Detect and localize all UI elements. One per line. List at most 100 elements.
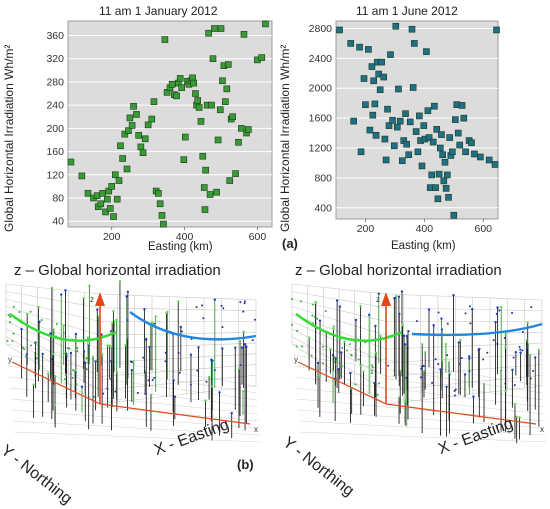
data-point — [401, 323, 404, 327]
y-axis-letter: y — [8, 355, 12, 364]
wall-grid — [99, 293, 257, 301]
data-point — [133, 111, 140, 118]
data-point — [336, 26, 343, 34]
data-point — [154, 315, 157, 318]
data-point — [112, 309, 115, 313]
wall-point — [486, 351, 489, 354]
data-point — [421, 343, 424, 346]
data-point — [397, 295, 401, 298]
data-point — [420, 365, 424, 368]
y-tick-label: 2000 — [309, 83, 333, 95]
data-point — [412, 128, 420, 135]
wall-point — [75, 383, 78, 386]
wall-point — [71, 376, 74, 379]
data-point — [406, 118, 414, 126]
wall-point — [420, 367, 423, 370]
wall-point — [519, 348, 522, 351]
wall-point — [25, 355, 28, 358]
y-tick-label: 320 — [46, 53, 64, 65]
wall-point — [437, 311, 440, 314]
data-point — [449, 148, 456, 156]
data-point — [216, 106, 224, 114]
data-point — [219, 77, 226, 85]
wall-point — [145, 338, 148, 341]
data-point — [525, 339, 528, 342]
data-point — [396, 117, 404, 125]
data-point — [314, 301, 317, 304]
data-point — [395, 85, 402, 93]
wall-point — [370, 371, 373, 374]
wall-point — [18, 311, 21, 314]
wall-point — [295, 345, 298, 348]
data-point — [50, 358, 54, 361]
data-point — [382, 156, 390, 164]
x-axis-label-june: Easting (km) — [391, 240, 456, 252]
wall-point — [301, 345, 304, 348]
data-point — [423, 48, 430, 55]
data-point — [237, 367, 241, 370]
data-point — [100, 353, 104, 356]
wall-point — [313, 315, 316, 318]
floor-grid — [296, 398, 545, 422]
data-point — [408, 25, 416, 33]
wall-point — [76, 350, 79, 353]
data-point — [148, 115, 156, 123]
data-point — [519, 351, 522, 354]
wall-point — [299, 300, 302, 303]
floor-grid — [11, 409, 260, 429]
data-point — [78, 172, 86, 180]
data-point — [208, 101, 215, 109]
blue-trend-curve — [129, 311, 257, 341]
data-point — [148, 345, 151, 349]
data-point — [427, 308, 431, 311]
data-point — [400, 290, 404, 293]
y-tick-label: 240 — [46, 100, 64, 112]
wall-point — [311, 314, 314, 317]
data-point — [135, 132, 142, 139]
data-point — [115, 371, 119, 374]
wall-point — [291, 323, 294, 326]
data-point — [106, 205, 114, 212]
data-point — [172, 379, 175, 382]
data-point — [403, 343, 407, 346]
data-point — [456, 141, 464, 149]
data-point — [402, 334, 406, 338]
data-point — [357, 148, 365, 156]
y-tick-label: 2800 — [309, 23, 333, 35]
chart-title-january: 11 am 1 January 2012 — [99, 4, 218, 18]
data-point — [214, 136, 222, 144]
panel-label-a: (a) — [282, 236, 298, 251]
data-point — [234, 346, 237, 349]
data-point — [343, 340, 346, 343]
data-point — [441, 358, 444, 362]
data-point — [450, 211, 458, 219]
wall-point — [144, 392, 147, 395]
wall-point — [239, 363, 242, 366]
data-point — [349, 371, 352, 375]
y-tick-label: 120 — [46, 169, 64, 181]
data-point — [394, 295, 398, 298]
wall-point — [437, 363, 440, 366]
z-axis-arrow — [381, 292, 391, 306]
wall-point — [12, 305, 15, 308]
data-point — [398, 312, 401, 316]
data-point — [442, 185, 450, 192]
wall-point — [335, 359, 338, 362]
data-point — [108, 183, 116, 190]
y-tick-label: 160 — [46, 146, 64, 158]
wall-grid — [385, 385, 543, 405]
data-point — [190, 79, 197, 87]
data-point — [526, 321, 529, 324]
data-point — [528, 353, 532, 357]
data-point — [126, 290, 130, 294]
data-point — [451, 116, 459, 123]
data-point — [380, 73, 388, 81]
data-point — [115, 177, 123, 184]
data-point — [53, 375, 57, 378]
data-point — [74, 332, 78, 336]
y-tick-label: 2400 — [309, 53, 333, 65]
wall-point — [106, 387, 109, 390]
wall-point — [64, 351, 67, 354]
data-point — [425, 134, 433, 141]
data-point — [445, 194, 452, 201]
